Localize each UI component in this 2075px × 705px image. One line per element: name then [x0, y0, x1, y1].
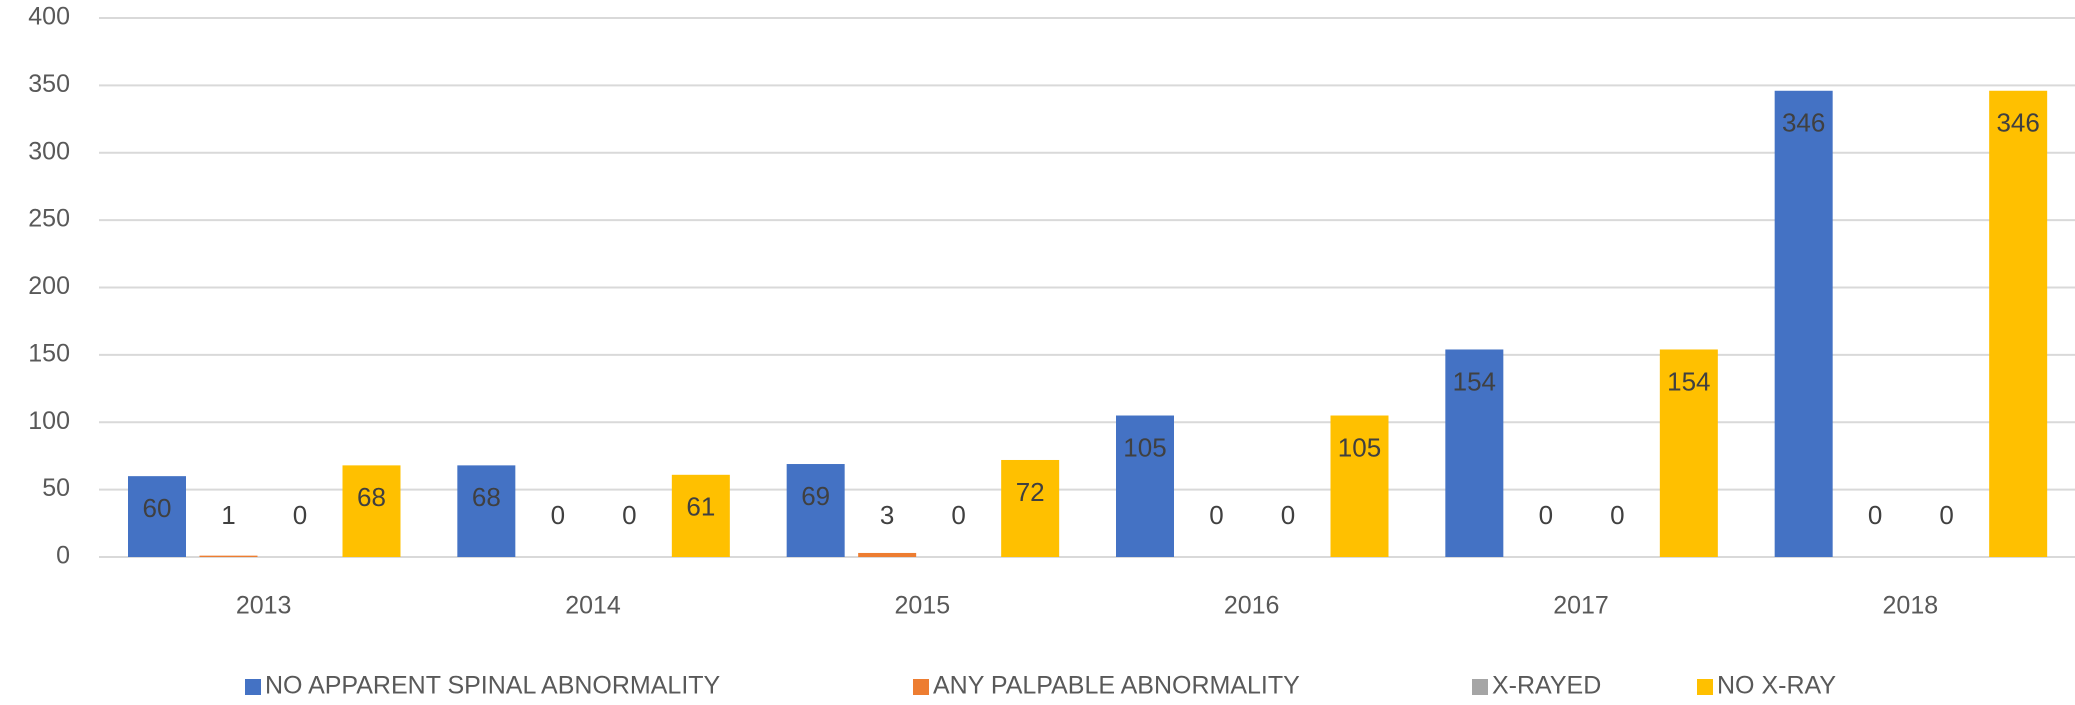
- data-label: 0: [1868, 500, 1882, 530]
- data-label: 69: [801, 481, 830, 511]
- data-label: 0: [622, 500, 636, 530]
- data-label: 68: [472, 482, 501, 512]
- bar: [1445, 349, 1504, 557]
- x-tick-label: 2014: [565, 592, 621, 620]
- data-label: 0: [1939, 500, 1953, 530]
- y-tick-label: 300: [28, 137, 70, 165]
- bar: [128, 476, 186, 557]
- x-tick-label: 2017: [1553, 592, 1609, 620]
- x-tick-label: 2018: [1883, 592, 1939, 620]
- y-tick-label: 400: [28, 3, 70, 31]
- bar: [457, 465, 516, 557]
- bar: [1116, 415, 1174, 557]
- bar: [199, 555, 258, 557]
- data-label: 0: [551, 500, 565, 530]
- data-label: 0: [1539, 500, 1553, 530]
- data-label: 346: [1782, 108, 1825, 138]
- data-label: 105: [1338, 432, 1381, 462]
- bar: [1330, 415, 1389, 557]
- legend-label: ANY PALPABLE ABNORMALITY: [933, 672, 1300, 700]
- data-label: 1: [221, 500, 235, 530]
- x-tick-label: 2015: [895, 592, 951, 620]
- bar: [1001, 459, 1060, 557]
- data-label: 3: [880, 500, 894, 530]
- y-tick-label: 150: [28, 339, 70, 367]
- bar: [671, 474, 730, 557]
- data-label: 68: [357, 482, 386, 512]
- data-label: 0: [951, 500, 965, 530]
- bar: [1659, 349, 1718, 557]
- legend-swatch: [1697, 679, 1713, 695]
- bar: [342, 465, 401, 557]
- data-label: 0: [1610, 500, 1624, 530]
- data-label: 0: [1281, 500, 1295, 530]
- bar: [1774, 90, 1833, 557]
- legend-label: NO X-RAY: [1717, 672, 1836, 700]
- x-tick-label: 2013: [236, 592, 292, 620]
- legend-swatch: [913, 679, 929, 695]
- data-label: 0: [293, 500, 307, 530]
- x-tick-label: 2016: [1224, 592, 1280, 620]
- data-label: 346: [1996, 108, 2039, 138]
- legend-swatch: [1472, 679, 1488, 695]
- y-tick-label: 350: [28, 70, 70, 98]
- data-label: 154: [1667, 366, 1710, 396]
- bar: [786, 464, 845, 557]
- legend-label: X-RAYED: [1492, 672, 1601, 700]
- legend-label: NO APPARENT SPINAL ABNORMALITY: [265, 672, 721, 700]
- data-label: 60: [143, 493, 172, 523]
- y-tick-label: 250: [28, 205, 70, 233]
- data-label: 0: [1209, 500, 1223, 530]
- y-tick-label: 100: [28, 407, 70, 435]
- legend-swatch: [245, 679, 261, 695]
- data-label: 61: [686, 492, 715, 522]
- y-tick-label: 200: [28, 272, 70, 300]
- data-label: 105: [1123, 432, 1166, 462]
- bar: [1989, 90, 2048, 557]
- data-label: 72: [1016, 477, 1045, 507]
- y-tick-label: 0: [56, 542, 70, 570]
- data-label: 154: [1453, 366, 1496, 396]
- y-tick-label: 50: [42, 474, 70, 502]
- bar: [858, 552, 917, 557]
